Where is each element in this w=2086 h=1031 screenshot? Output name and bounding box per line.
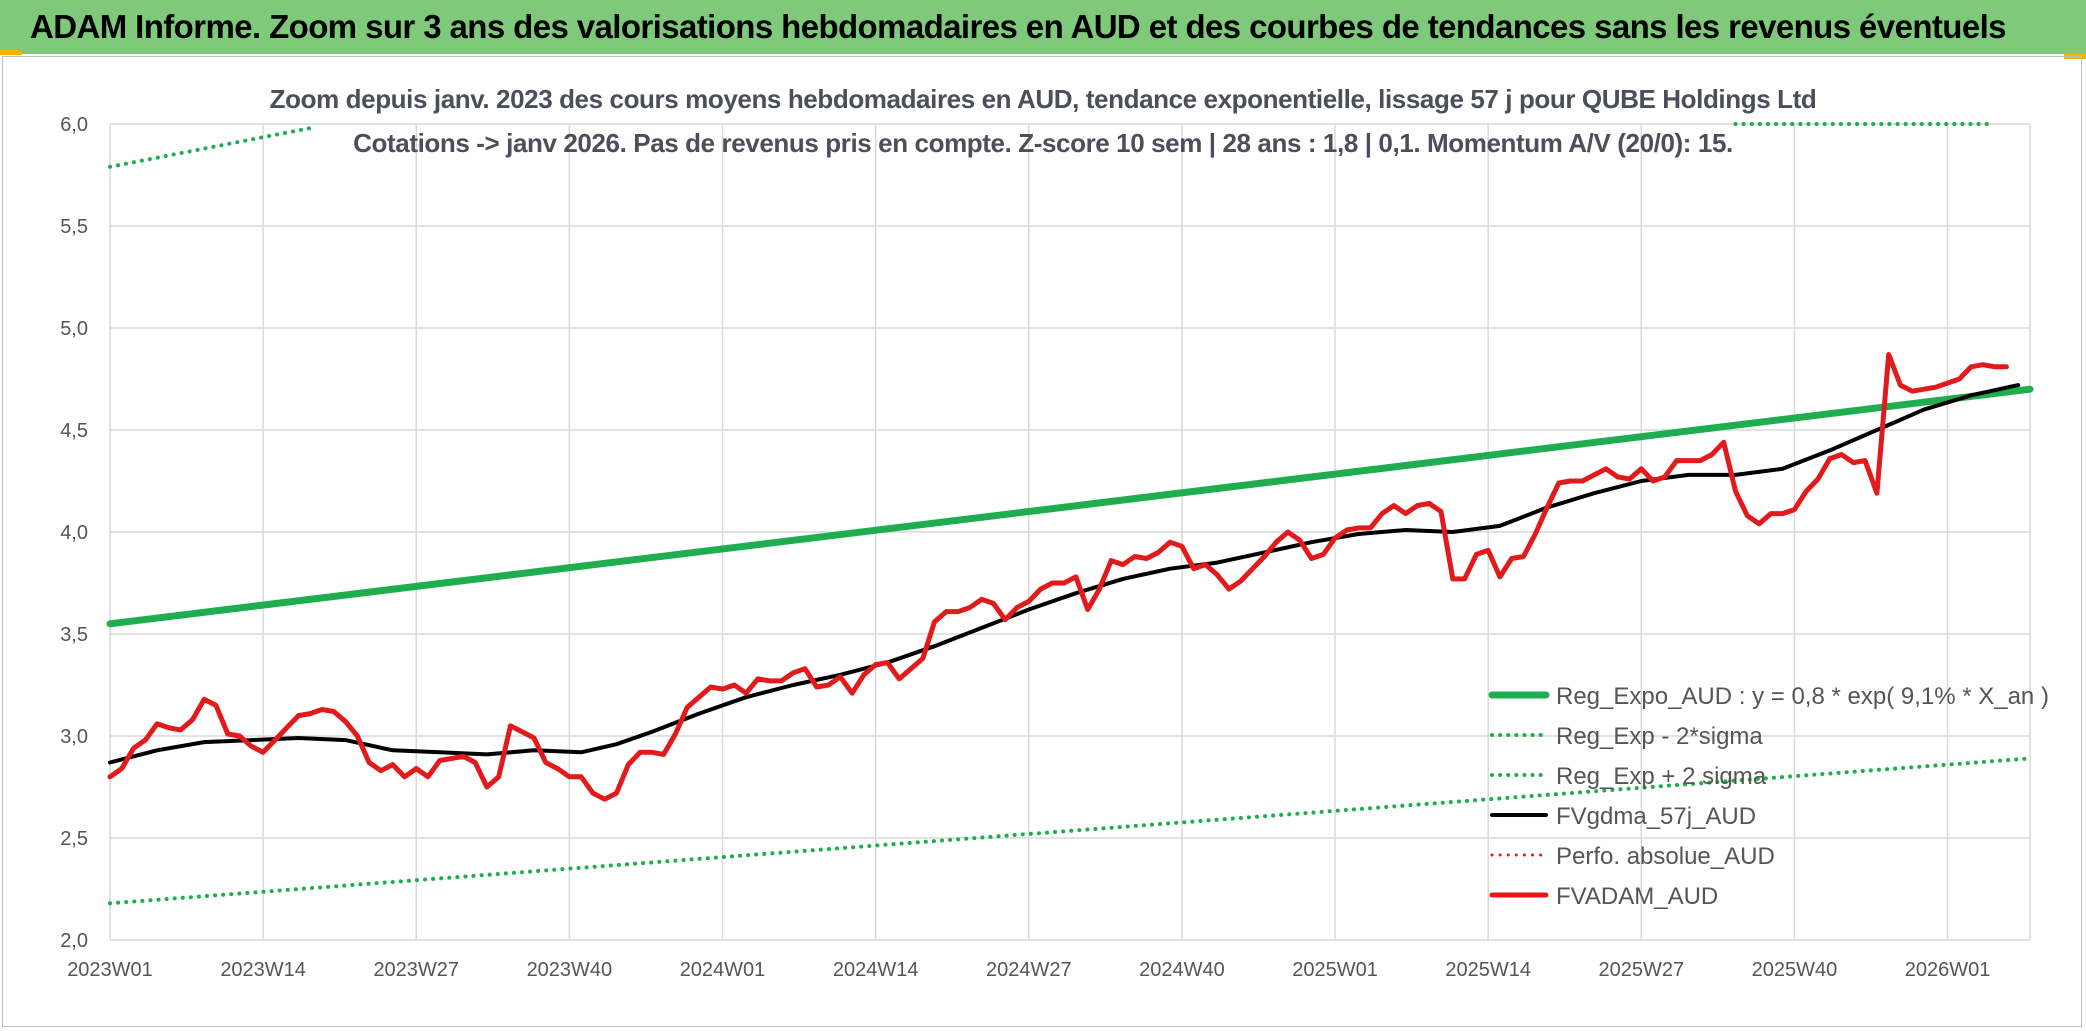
x-tick-label: 2026W01	[1905, 959, 1991, 981]
y-tick-label: 6,0	[60, 114, 88, 136]
x-tick-label: 2023W40	[527, 959, 613, 981]
x-tick-label: 2023W27	[373, 959, 459, 981]
y-axis-tick-labels: 2,0 2,5 3,0 3,5 4,0 4,5 5,0 5,5 6,0	[60, 114, 88, 952]
legend-label: Perfo. absolue_AUD	[1556, 843, 1775, 870]
data-series	[106, 122, 2034, 906]
y-tick-label: 5,0	[60, 318, 88, 340]
x-tick-label: 2023W14	[220, 959, 306, 981]
x-tick-label: 2024W14	[833, 959, 919, 981]
y-tick-label: 5,5	[60, 216, 88, 238]
chart-title: Zoom depuis janv. 2023 des cours moyens …	[269, 84, 1817, 114]
chart-subtitle: Cotations -> janv 2026. Pas de revenus p…	[353, 128, 1733, 158]
report-title: ADAM Informe. Zoom sur 3 ans des valoris…	[30, 8, 2007, 45]
series-line-reg-exp-2-sigma	[108, 756, 2032, 906]
series-line-reg-expo-aud-y-0-8-exp-9	[106, 385, 2034, 628]
x-tick-label: 2024W40	[1139, 959, 1225, 981]
y-tick-label: 2,5	[60, 828, 88, 850]
title-banner: ADAM Informe. Zoom sur 3 ans des valoris…	[0, 0, 2086, 54]
y-tick-label: 4,0	[60, 522, 88, 544]
banner-accent-left	[0, 50, 22, 55]
y-tick-label: 2,0	[60, 930, 88, 952]
series-line-reg-exp-2-sigma	[108, 126, 313, 169]
legend-label: FVgdma_57j_AUD	[1556, 803, 1756, 830]
legend-label: Reg_Expo_AUD : y = 0,8 * exp( 9,1% * X_a…	[1556, 683, 2049, 710]
x-tick-label: 2024W01	[680, 959, 766, 981]
x-tick-label: 2025W27	[1598, 959, 1684, 981]
chart-legend: Reg_Expo_AUD : y = 0,8 * exp( 9,1% * X_a…	[1488, 683, 2049, 910]
legend-label: FVADAM_AUD	[1556, 883, 1718, 910]
y-tick-label: 3,0	[60, 726, 88, 748]
chart-area-border	[2, 56, 2082, 1027]
x-axis-tick-labels: 2023W01 2023W14 2023W27 2023W40 2024W01 2024W…	[67, 959, 1990, 981]
series-line-fvadam-aud	[107, 352, 2009, 802]
x-tick-label: 2025W14	[1445, 959, 1531, 981]
x-tick-label: 2023W01	[67, 959, 153, 981]
legend-label: Reg_Exp - 2*sigma	[1556, 723, 1763, 750]
y-tick-label: 3,5	[60, 624, 88, 646]
x-tick-label: 2024W27	[986, 959, 1072, 981]
series-line-fvgdma-57j-aud	[108, 383, 2021, 765]
legend-label: Reg_Exp + 2 sigma	[1556, 763, 1767, 790]
y-tick-label: 4,5	[60, 420, 88, 442]
x-tick-label: 2025W40	[1752, 959, 1838, 981]
x-tick-label: 2025W01	[1292, 959, 1378, 981]
